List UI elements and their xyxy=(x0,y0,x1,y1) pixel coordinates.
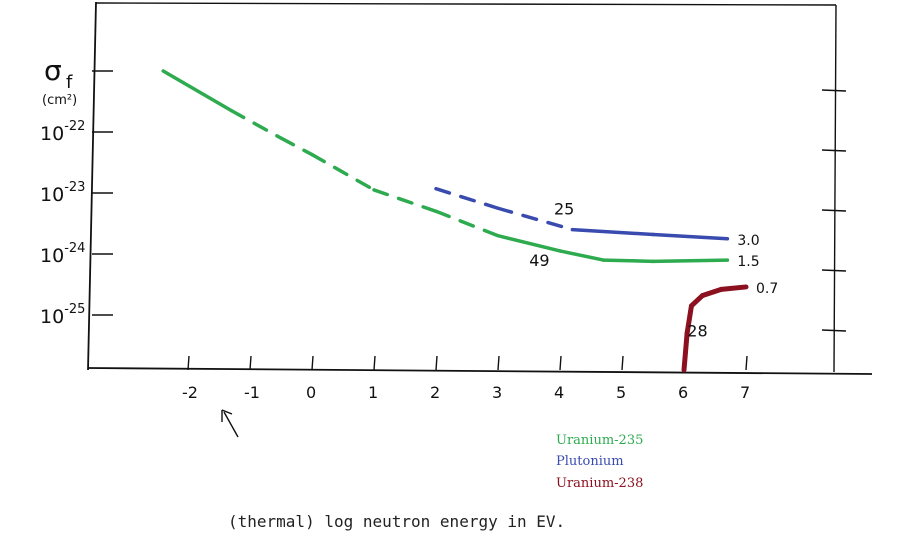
series-segment xyxy=(601,258,655,264)
curve-label: 25 xyxy=(554,199,574,218)
series-segment xyxy=(372,188,438,214)
series-segment xyxy=(229,108,283,140)
end-value-label: 3.0 xyxy=(737,233,759,249)
right-border xyxy=(833,4,837,373)
top-border xyxy=(95,2,837,6)
series-segment xyxy=(570,227,655,237)
series-segment xyxy=(651,232,730,241)
x-tick-label: -1 xyxy=(244,383,260,402)
x-tick-label: 2 xyxy=(430,383,440,402)
series-segment xyxy=(688,292,706,309)
x-axis xyxy=(87,367,873,375)
right-tick xyxy=(821,329,847,332)
series-segment xyxy=(496,233,562,253)
y-tick-label: 10-25 xyxy=(40,302,85,328)
x-tick xyxy=(497,355,500,371)
legend-uranium-235: Uranium-235 xyxy=(556,433,644,448)
series-segment xyxy=(496,206,575,232)
series-segment xyxy=(718,284,749,292)
series-segment xyxy=(434,209,500,238)
y-tick-label: 10-24 xyxy=(40,241,85,267)
legend-uranium-238: Uranium-238 xyxy=(556,476,644,491)
curve-label: 28 xyxy=(687,321,707,340)
x-tick xyxy=(373,355,376,371)
y-axis-unit: (cm²) xyxy=(42,93,77,108)
x-tick-label: -2 xyxy=(182,383,198,402)
x-tick-label: 0 xyxy=(306,383,316,402)
series-uranium-235: 1.5 xyxy=(161,69,760,270)
series-plutonium: 3.0 xyxy=(434,186,760,249)
right-tick xyxy=(821,149,847,152)
series-segment xyxy=(161,69,234,113)
y-axis-subscript: f xyxy=(66,72,73,93)
end-value-label: 0.7 xyxy=(756,281,778,297)
x-tick xyxy=(745,355,748,371)
series-segment xyxy=(651,258,730,264)
end-value-label: 1.5 xyxy=(737,254,759,270)
series-segment xyxy=(558,249,606,262)
x-tick xyxy=(435,355,438,371)
x-tick xyxy=(621,355,624,371)
y-axis xyxy=(87,1,97,371)
series-segment xyxy=(279,136,314,157)
series-uranium-238: 0.7 xyxy=(681,281,778,373)
x-tick-label: 7 xyxy=(740,383,750,402)
legend-plutonium: Plutonium xyxy=(556,454,624,469)
right-tick xyxy=(821,269,847,272)
thermal-arrow xyxy=(223,411,239,438)
series-segment xyxy=(700,286,724,298)
x-axis-label: (thermal) log neutron energy in EV. xyxy=(228,512,566,531)
x-tick xyxy=(559,355,562,371)
x-tick xyxy=(311,355,314,371)
x-tick-label: 4 xyxy=(554,383,564,402)
right-tick xyxy=(821,89,847,92)
x-tick-label: 1 xyxy=(368,383,378,402)
x-tick xyxy=(187,355,190,371)
series-segment xyxy=(684,303,694,336)
x-tick xyxy=(249,355,252,371)
series-segment xyxy=(681,330,690,373)
series-segment xyxy=(434,186,500,210)
y-tick-label: 10-23 xyxy=(40,180,85,206)
x-tick-label: 5 xyxy=(616,383,626,402)
x-tick-label: 6 xyxy=(678,383,688,402)
arrow-head-icon xyxy=(221,409,233,422)
right-tick xyxy=(821,209,847,212)
series-segment xyxy=(310,152,376,192)
y-axis-symbol: σ xyxy=(44,54,62,87)
x-tick-label: 3 xyxy=(492,383,502,402)
y-tick-label: 10-22 xyxy=(40,119,85,145)
curve-label: 49 xyxy=(529,251,549,270)
